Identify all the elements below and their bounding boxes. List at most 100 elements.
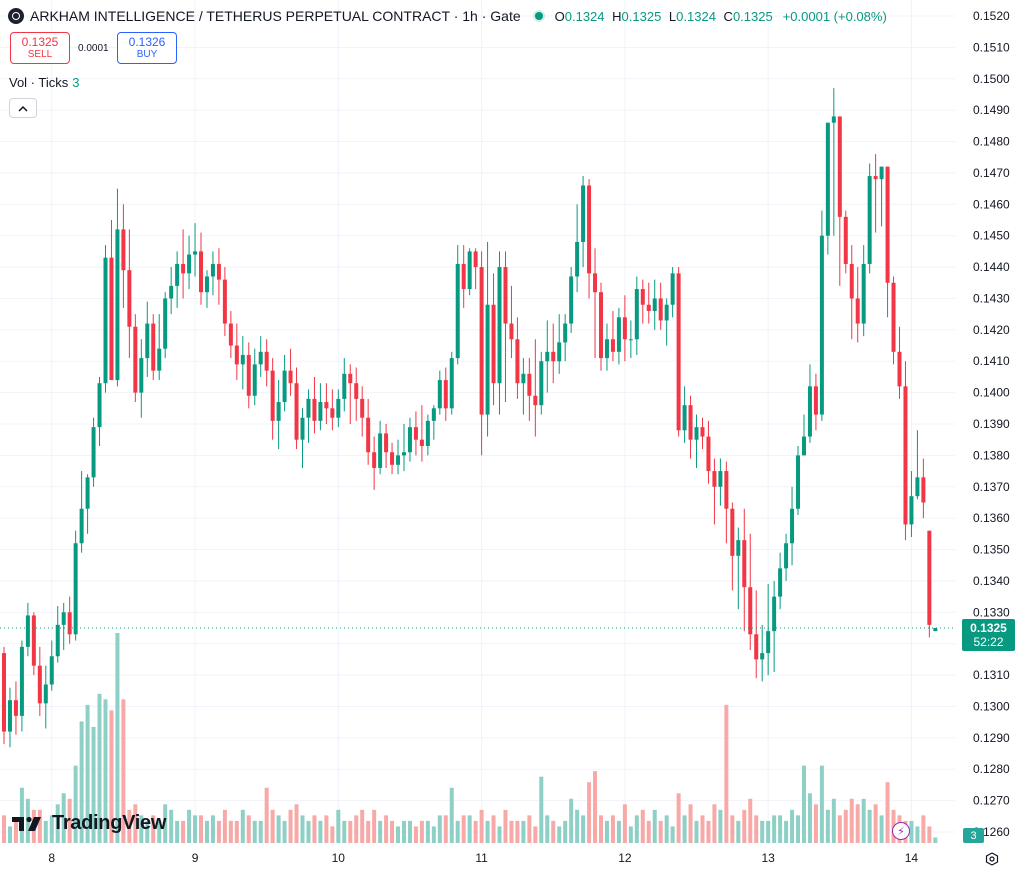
- candle-body[interactable]: [366, 417, 371, 453]
- candle-body[interactable]: [85, 477, 90, 509]
- candle-body[interactable]: [181, 263, 186, 274]
- candle-body[interactable]: [419, 439, 424, 446]
- candle-body[interactable]: [688, 405, 693, 440]
- candle-body[interactable]: [909, 496, 914, 525]
- candle-body[interactable]: [264, 351, 269, 371]
- candle-body[interactable]: [849, 263, 854, 299]
- candle-body[interactable]: [455, 263, 460, 359]
- candle-body[interactable]: [801, 436, 806, 456]
- candle-body[interactable]: [539, 361, 544, 406]
- candle-body[interactable]: [521, 373, 526, 384]
- candle-body[interactable]: [682, 405, 687, 431]
- candle-body[interactable]: [867, 176, 872, 264]
- candle-body[interactable]: [652, 298, 657, 312]
- candle-body[interactable]: [437, 380, 442, 409]
- candle-body[interactable]: [151, 323, 156, 371]
- candle-body[interactable]: [509, 323, 514, 340]
- candle-body[interactable]: [13, 700, 18, 716]
- candle-body[interactable]: [837, 116, 842, 217]
- price-axis[interactable]: 0.1520 0.1510 0.1500 0.1490 0.1480 0.1470 0.14…: [973, 9, 1010, 839]
- candle-body[interactable]: [790, 508, 795, 544]
- candle-body[interactable]: [730, 508, 735, 556]
- candle-body[interactable]: [604, 339, 609, 359]
- time-axis[interactable]: 8 9 10 11 12 13 14: [48, 851, 918, 865]
- candle-body[interactable]: [658, 298, 663, 321]
- candle-body[interactable]: [360, 398, 365, 418]
- candle-body[interactable]: [497, 267, 502, 384]
- candle-body[interactable]: [575, 241, 580, 277]
- candle-body[interactable]: [933, 628, 938, 632]
- candle-body[interactable]: [634, 289, 639, 340]
- candle-body[interactable]: [413, 427, 418, 440]
- volume-legend[interactable]: Vol · Ticks 3: [9, 75, 79, 90]
- candle-body[interactable]: [425, 420, 430, 446]
- candle-body[interactable]: [384, 433, 389, 453]
- candle-body[interactable]: [294, 383, 299, 440]
- candle-body[interactable]: [324, 402, 329, 409]
- candle-body[interactable]: [557, 342, 562, 362]
- candle-body[interactable]: [91, 427, 96, 478]
- candle-body[interactable]: [736, 540, 741, 556]
- candle-body[interactable]: [240, 354, 245, 365]
- candle-body[interactable]: [610, 339, 615, 352]
- candle-body[interactable]: [55, 624, 60, 657]
- candle-body[interactable]: [461, 263, 466, 290]
- candle-body[interactable]: [581, 185, 586, 242]
- candle-body[interactable]: [270, 370, 275, 421]
- buy-button[interactable]: 0.1326 BUY: [117, 32, 177, 64]
- candle-body[interactable]: [807, 386, 812, 437]
- candle-body[interactable]: [228, 323, 233, 346]
- candle-body[interactable]: [187, 254, 192, 274]
- candle-body[interactable]: [640, 289, 645, 305]
- candle-body[interactable]: [879, 166, 884, 180]
- candle-body[interactable]: [372, 452, 377, 468]
- candle-body[interactable]: [784, 543, 789, 569]
- candle-body[interactable]: [831, 116, 836, 123]
- candle-body[interactable]: [312, 398, 317, 421]
- candle-body[interactable]: [861, 263, 866, 324]
- candle-body[interactable]: [407, 427, 412, 453]
- candle-body[interactable]: [700, 427, 705, 437]
- candle-body[interactable]: [145, 323, 150, 359]
- candle-body[interactable]: [545, 351, 550, 362]
- candle-body[interactable]: [903, 386, 908, 525]
- candle-body[interactable]: [622, 317, 627, 340]
- candle-body[interactable]: [664, 304, 669, 321]
- candle-body[interactable]: [891, 282, 896, 352]
- candle-body[interactable]: [921, 477, 926, 503]
- candle-body[interactable]: [551, 351, 556, 362]
- candle-body[interactable]: [37, 665, 42, 704]
- candle-body[interactable]: [396, 455, 401, 465]
- candle-body[interactable]: [246, 354, 251, 396]
- candle-body[interactable]: [754, 634, 759, 660]
- candle-body[interactable]: [527, 373, 532, 396]
- candle-body[interactable]: [300, 417, 305, 440]
- candle-body[interactable]: [778, 568, 783, 597]
- candle-body[interactable]: [706, 436, 711, 472]
- lightning-alert-icon[interactable]: ⚡: [892, 822, 910, 840]
- candle-body[interactable]: [234, 345, 239, 365]
- candle-body[interactable]: [676, 273, 681, 431]
- candle-body[interactable]: [569, 276, 574, 324]
- candle-body[interactable]: [348, 373, 353, 384]
- candle-body[interactable]: [503, 267, 508, 324]
- candle-body[interactable]: [843, 216, 848, 264]
- candle-body[interactable]: [885, 166, 890, 283]
- candle-body[interactable]: [139, 358, 144, 393]
- collapse-legend-button[interactable]: [9, 98, 37, 118]
- candle-body[interactable]: [855, 298, 860, 324]
- candle-body[interactable]: [193, 251, 198, 255]
- candle-body[interactable]: [169, 285, 174, 299]
- candle-body[interactable]: [718, 471, 723, 487]
- candle-body[interactable]: [330, 408, 335, 418]
- candle-body[interactable]: [175, 263, 180, 286]
- candle-body[interactable]: [467, 251, 472, 290]
- candle-body[interactable]: [443, 380, 448, 409]
- candle-body[interactable]: [616, 317, 621, 352]
- candle-body[interactable]: [897, 351, 902, 387]
- candle-body[interactable]: [485, 304, 490, 415]
- candle-body[interactable]: [342, 373, 347, 399]
- candle-body[interactable]: [121, 229, 126, 271]
- candle-body[interactable]: [873, 176, 878, 180]
- candle-body[interactable]: [43, 684, 48, 704]
